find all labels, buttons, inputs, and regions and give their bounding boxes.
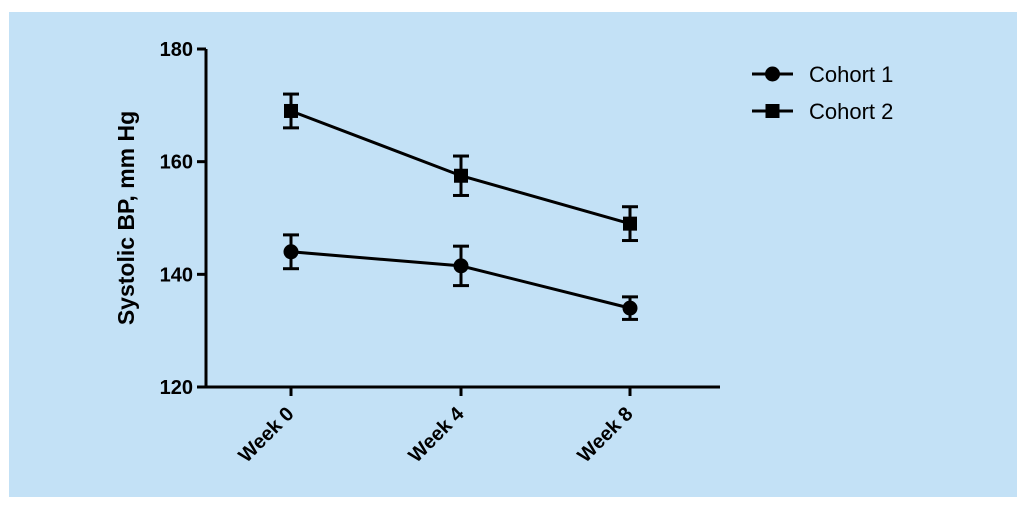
y-axis-title: Systolic BP, mm Hg <box>113 111 139 325</box>
data-point <box>283 244 299 260</box>
legend: Cohort 1 Cohort 2 <box>752 62 893 124</box>
legend-item-2: Cohort 2 <box>752 99 893 124</box>
chart-background <box>9 12 1017 497</box>
series-2 <box>283 92 638 243</box>
data-point <box>284 103 298 118</box>
series-1 <box>283 233 638 321</box>
y-tick-label: 180 <box>160 39 193 61</box>
y-tick-label: 140 <box>160 264 193 286</box>
data-point <box>454 168 468 183</box>
legend-label: Cohort 1 <box>809 62 893 87</box>
legend-label: Cohort 2 <box>809 99 893 124</box>
data-point <box>623 216 637 231</box>
data-point <box>453 258 469 274</box>
y-tick-label: 120 <box>160 377 193 399</box>
y-tick-label: 160 <box>160 152 193 174</box>
data-point <box>622 300 638 316</box>
legend-marker <box>765 104 780 118</box>
series-layer <box>283 92 638 321</box>
chart-panel: 120 140 160 180 Week 0 Week 4 Week 8 Systolic B… <box>9 12 1017 497</box>
legend-marker <box>765 66 780 82</box>
legend-item-1: Cohort 1 <box>752 62 893 87</box>
